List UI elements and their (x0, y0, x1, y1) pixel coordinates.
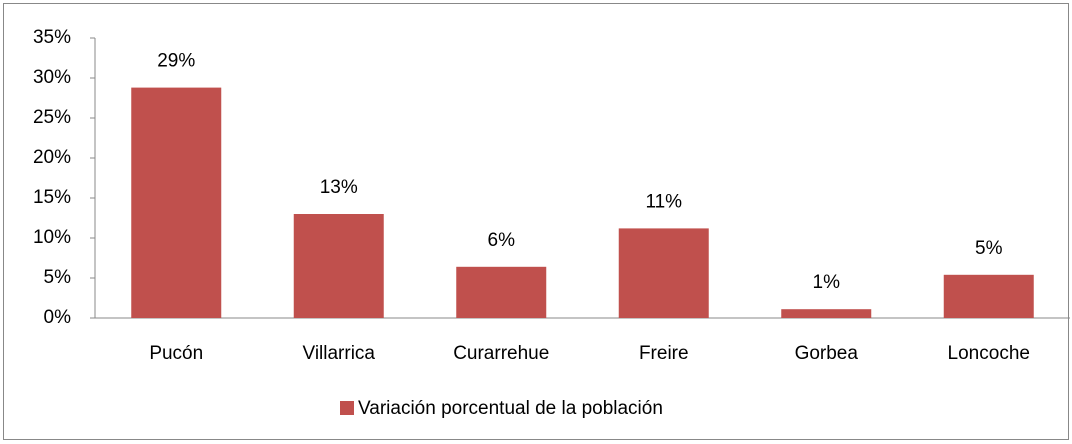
bar (943, 274, 1034, 318)
x-tick-label: Freire (639, 343, 689, 364)
data-label: 13% (320, 177, 358, 198)
y-tick-label: 15% (33, 187, 71, 208)
y-tick-label: 0% (44, 307, 72, 328)
y-tick-label: 30% (33, 67, 71, 88)
data-label: 5% (975, 238, 1003, 259)
legend-label: Variación porcentual de la población (358, 398, 663, 419)
x-tick-label: Villarrica (302, 343, 375, 364)
data-label: 1% (813, 272, 841, 293)
y-tick-label: 35% (33, 27, 71, 48)
y-tick-label: 10% (33, 227, 71, 248)
legend-swatch (340, 401, 354, 415)
x-tick-label: Pucón (149, 343, 203, 364)
x-tick-label: Loncoche (948, 343, 1030, 364)
y-tick-label: 25% (33, 107, 71, 128)
bar (781, 309, 872, 318)
bar (293, 214, 384, 318)
x-tick-label: Gorbea (795, 343, 859, 364)
data-label: 11% (645, 191, 682, 212)
x-tick-label: Curarrehue (453, 343, 549, 364)
y-tick-label: 20% (33, 147, 71, 168)
data-label: 6% (488, 230, 516, 251)
y-tick-label: 5% (44, 267, 72, 288)
bar (131, 87, 222, 318)
data-label: 29% (157, 51, 195, 72)
bar (618, 228, 709, 318)
bar (456, 266, 547, 318)
